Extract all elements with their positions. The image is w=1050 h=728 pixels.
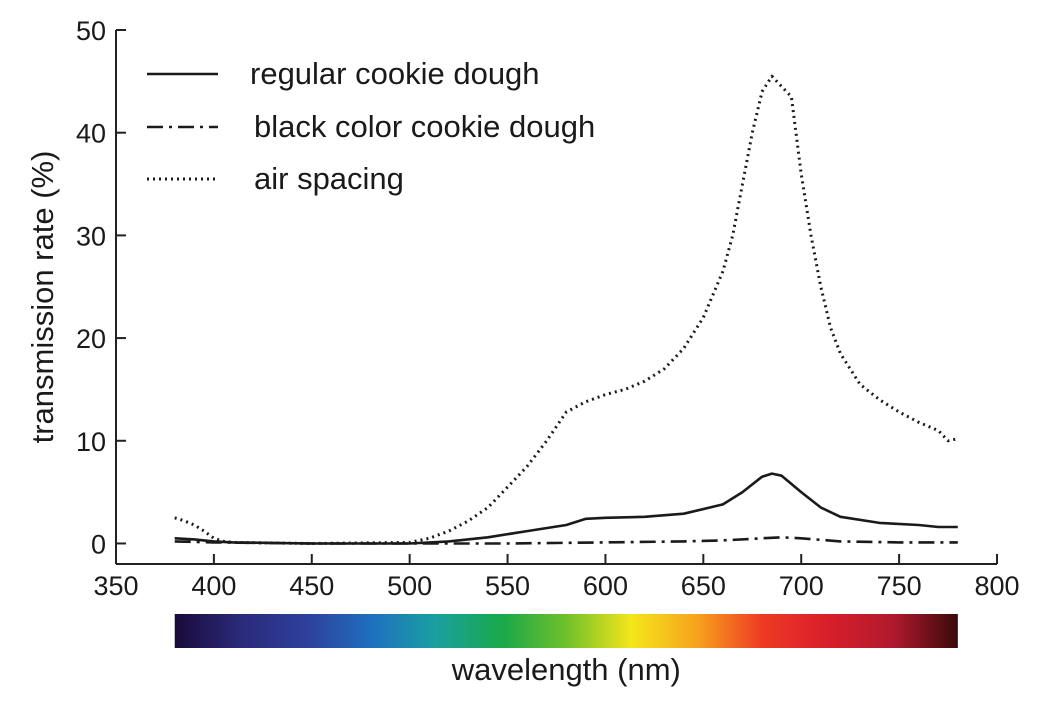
y-tick-label: 0	[91, 529, 106, 559]
y-axis-ticks: 0 10 20 30 40 50	[76, 16, 126, 559]
y-tick-label: 30	[76, 221, 106, 251]
y-tick-label: 20	[76, 324, 106, 354]
x-tick-label: 400	[191, 571, 236, 601]
legend-label-0: regular cookie dough	[250, 56, 540, 91]
series-line-2	[174, 74, 959, 545]
series-line-1	[174, 535, 958, 545]
series-line-0	[174, 472, 958, 545]
x-tick-label: 800	[974, 571, 1019, 601]
y-tick-label: 50	[76, 16, 106, 46]
plot-frame	[115, 30, 997, 565]
x-tick-label: 350	[93, 571, 138, 601]
x-tick-label: 600	[583, 571, 628, 601]
legend-label-2: air spacing	[254, 161, 404, 196]
x-axis-ticks: 350 400 450 500 550 600 650 700 750 800	[93, 554, 1020, 601]
y-tick-label: 10	[76, 427, 106, 457]
x-tick-label: 650	[681, 571, 726, 601]
legend: regular cookie dough black color cookie d…	[147, 56, 595, 196]
y-tick-label: 40	[76, 119, 106, 149]
x-tick-label: 700	[779, 571, 824, 601]
x-tick-label: 750	[877, 571, 922, 601]
x-tick-label: 550	[485, 571, 530, 601]
x-axis-label: wavelength (nm)	[451, 652, 681, 687]
series-layer	[174, 74, 959, 545]
spectrum-colorbar	[174, 614, 958, 648]
y-axis-label: transmission rate (%)	[25, 151, 60, 444]
legend-label-1: black color cookie dough	[254, 109, 595, 144]
x-tick-label: 500	[387, 571, 432, 601]
x-tick-label: 450	[289, 571, 334, 601]
